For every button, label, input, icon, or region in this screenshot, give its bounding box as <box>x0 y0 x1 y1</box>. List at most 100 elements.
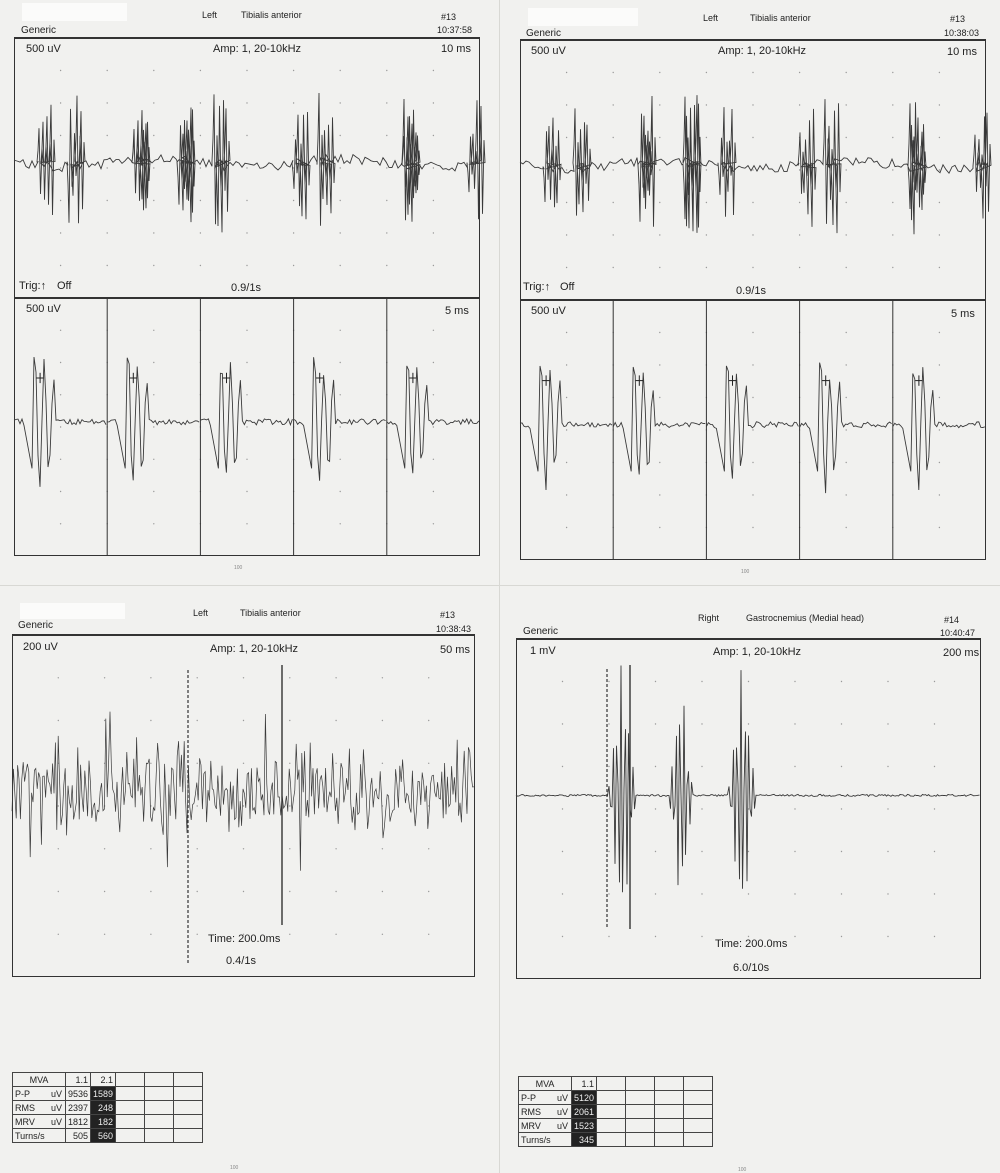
epoch-trace <box>892 367 985 491</box>
mva-row-unit: uV <box>554 1104 572 1119</box>
grid-dot <box>752 429 754 431</box>
grid-dot <box>561 680 564 683</box>
mva-value-cell: 9536 <box>64 1086 92 1101</box>
grid-dot <box>845 104 847 106</box>
grid-dot <box>659 201 661 204</box>
grid-dot <box>938 169 941 171</box>
grid-dot <box>292 264 295 267</box>
epoch-trace <box>107 357 200 481</box>
grid-dot <box>199 69 202 72</box>
grid-dot <box>57 890 59 893</box>
mva-empty-cell <box>173 1128 204 1143</box>
grid-dot <box>659 494 661 496</box>
grid-dot <box>432 394 435 396</box>
grid-dot <box>432 134 435 137</box>
grid-dot <box>845 266 847 269</box>
grid-dot <box>659 136 661 139</box>
grid-dot <box>752 331 754 334</box>
mva-empty-cell <box>115 1128 146 1143</box>
grid-dot <box>659 526 661 529</box>
grid-dot <box>153 264 155 267</box>
grid-dot <box>242 805 245 807</box>
grid-dot <box>196 933 198 935</box>
grid-dot <box>701 850 703 853</box>
epoch-trace <box>293 357 386 481</box>
page-number: 100 <box>738 1167 747 1173</box>
mva-table: MVA 1.1 P-P uV 5120 RMS uV 2061 MRV uV 1523 Turns/s… <box>517 1076 714 1147</box>
grid-dot <box>794 850 796 853</box>
grid-dot <box>659 461 661 464</box>
header-rule <box>14 37 480 38</box>
grid-dot <box>840 765 843 768</box>
grid-dot <box>246 329 248 331</box>
epoch-trace <box>705 365 799 479</box>
grid-dot <box>386 167 388 169</box>
header-label: Generic <box>21 25 57 36</box>
grid-dot <box>289 848 291 850</box>
mva-row: MRV uV 1523 <box>517 1118 714 1133</box>
grid-dot <box>59 199 62 202</box>
mva-row: RMS uV 2397 248 <box>11 1100 204 1115</box>
header-rule <box>520 39 986 40</box>
grid-dot <box>432 523 435 525</box>
grid-dot <box>845 494 847 496</box>
grid-dot <box>701 723 703 725</box>
grid-dot <box>196 890 198 893</box>
grid-dot <box>845 526 847 529</box>
grid-dot <box>561 808 564 810</box>
grid-dot <box>381 848 384 850</box>
panel-top-right: Generic Left Tibialis anterior #13 10:38… <box>500 0 1000 585</box>
rate-label: 0.4/1s <box>226 955 256 967</box>
grid-dot <box>845 201 847 204</box>
grid-dot <box>705 136 708 139</box>
grid-dot <box>747 680 750 683</box>
grid-dot <box>381 762 384 764</box>
mva-row-label: Turns/s <box>11 1128 49 1143</box>
raw-scale-label: 500 uV <box>26 43 61 55</box>
grid-dot <box>705 201 708 204</box>
grid-dot <box>887 893 889 895</box>
grid-dot <box>150 762 152 764</box>
time-readout: Time: 200.0ms <box>208 933 281 945</box>
grid-dot <box>153 102 155 104</box>
grid-dot <box>608 808 610 810</box>
grid-dot <box>565 104 568 106</box>
header-time: 10:37:58 <box>437 25 473 35</box>
grid-dot <box>103 848 106 850</box>
grid-dot <box>654 765 657 768</box>
sheet-divider-vertical <box>499 0 500 1173</box>
time-readout: Time: 200.0ms <box>715 938 788 950</box>
mva-empty-cell <box>144 1114 175 1129</box>
grid-dot <box>292 167 295 169</box>
grid-dot <box>106 69 108 72</box>
grid-dot <box>292 134 295 137</box>
grid-dot <box>153 134 155 137</box>
grid-dot <box>659 234 661 236</box>
grid-dot <box>752 494 754 496</box>
grid-dot <box>103 719 106 722</box>
grid-dot <box>752 364 754 366</box>
rate-label: 0.9/1s <box>736 285 766 297</box>
main-trace-plot <box>11 665 475 965</box>
mva-empty-cell <box>173 1114 204 1129</box>
grid-dot <box>432 426 435 428</box>
sheet-divider-horizontal <box>0 585 1000 586</box>
signal-trace <box>13 92 486 233</box>
mva-header-cell: MVA <box>518 1076 572 1091</box>
grid-dot <box>59 426 62 428</box>
main-scale-label: 1 mV <box>530 645 556 657</box>
grid-dot <box>705 266 708 269</box>
grid-dot <box>845 396 847 399</box>
grid-dot <box>59 361 62 364</box>
grid-dot <box>565 494 568 496</box>
grid-dot <box>794 893 796 895</box>
grid-dot <box>335 677 337 679</box>
grid-dot <box>612 104 614 106</box>
grid-dot <box>150 677 152 679</box>
grid-dot <box>153 394 155 396</box>
grid-dot <box>59 523 62 525</box>
raw-trace-plot <box>519 71 992 269</box>
grid-dot <box>150 933 152 935</box>
grid-dot <box>432 361 435 364</box>
epoch-trace <box>386 365 480 474</box>
